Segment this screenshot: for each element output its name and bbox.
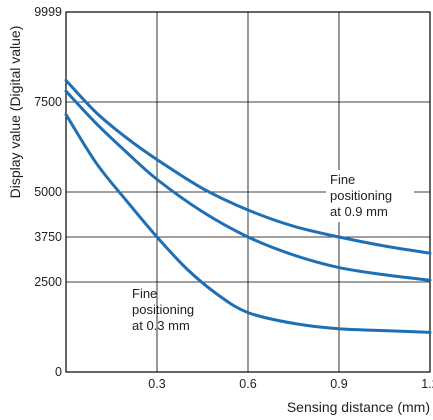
annotation-line: positioning — [330, 188, 392, 203]
annotation-background — [326, 170, 414, 222]
x-tick-label: 0.3 — [148, 377, 165, 391]
y-tick-label: 5000 — [34, 185, 62, 199]
y-axis-label: Display value (Digital value) — [7, 26, 23, 199]
annotation-line: at 0.3 mm — [132, 318, 190, 333]
series-line-2 — [64, 89, 432, 282]
y-tick-label: 3750 — [34, 230, 62, 244]
series-lines — [64, 78, 432, 334]
y-tick-label: 9999 — [34, 5, 62, 19]
annotation-line: Fine — [330, 172, 355, 187]
annotation-line: Fine — [132, 286, 157, 301]
x-tick-labels: 0.3 0.6 0.9 1.2 — [148, 377, 433, 391]
y-tick-label: 7500 — [34, 95, 62, 109]
x-tick-label: 1.2 — [421, 377, 433, 391]
y-tick-labels: 0 2500 3750 5000 7500 9999 — [34, 5, 62, 379]
plot-frame — [65, 11, 431, 373]
x-tick-label: 0.6 — [239, 377, 256, 391]
x-tick-label: 0.9 — [330, 377, 347, 391]
series-line-1 — [64, 78, 432, 255]
y-tick-label: 0 — [55, 365, 62, 379]
series-line-3 — [64, 113, 432, 334]
y-tick-label: 2500 — [34, 275, 62, 289]
annotation-line: at 0.9 mm — [330, 204, 388, 219]
plot-border — [65, 11, 431, 373]
annotation-line: positioning — [132, 302, 194, 317]
x-axis-label: Sensing distance (mm) — [287, 399, 430, 415]
